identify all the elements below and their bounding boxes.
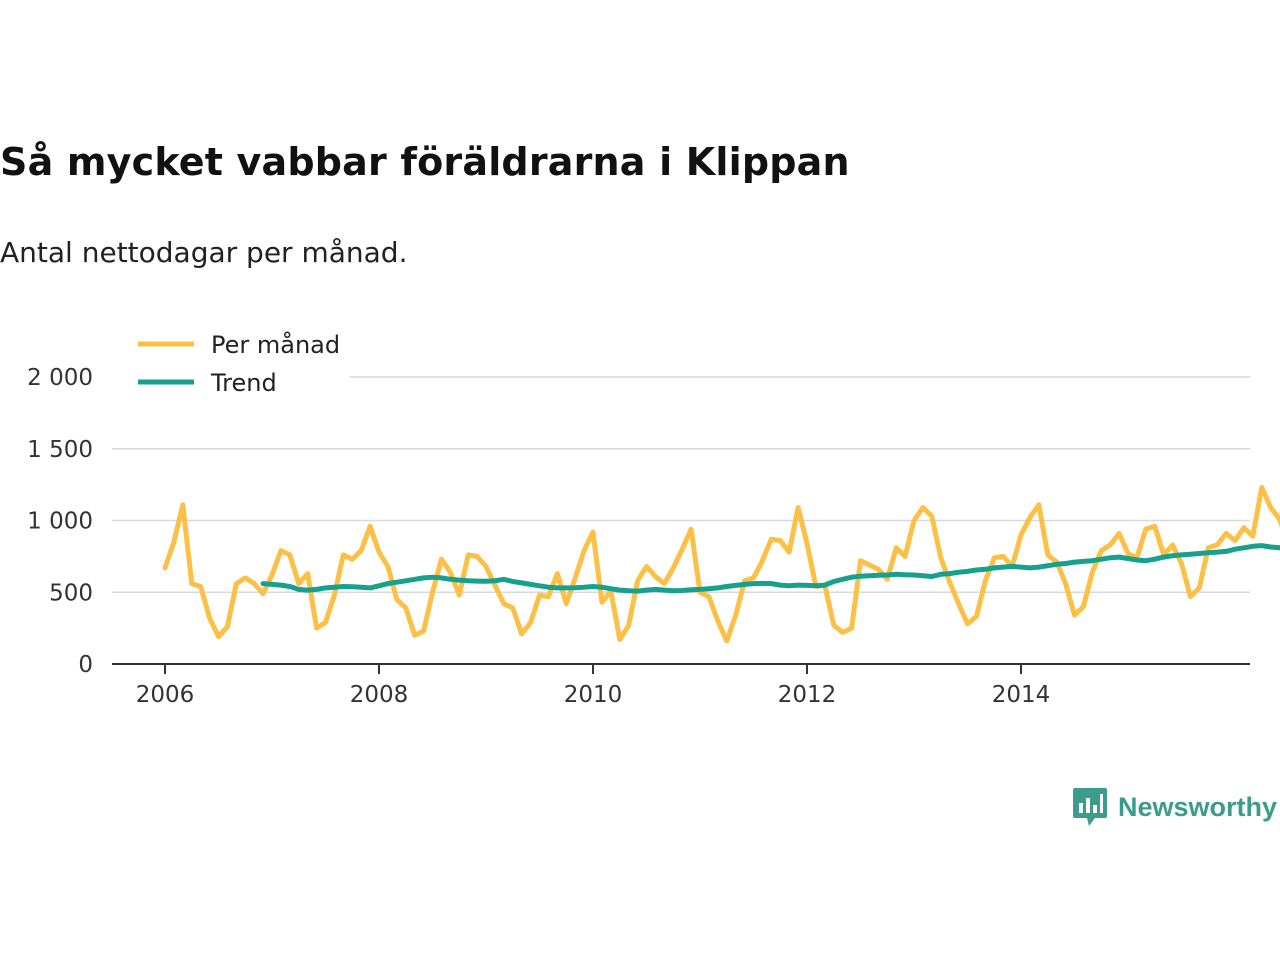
legend-background [120, 328, 350, 400]
legend: Per månad Trend [120, 328, 350, 400]
newsworthy-logo-icon [1073, 788, 1107, 826]
y-tick-label: 2 000 [27, 365, 93, 391]
y-tick-label: 0 [78, 652, 93, 678]
newsworthy-logo: Newsworthy [1072, 786, 1277, 828]
y-axis: 0 500 1 000 1 500 2 000 [27, 365, 93, 678]
chart-subtitle: Antal nettodagar per månad. [0, 236, 408, 269]
x-tick-label: 2006 [136, 682, 195, 708]
x-tick-label: 2014 [992, 682, 1051, 708]
brand-name: Newsworthy [1118, 791, 1278, 822]
y-tick-label: 1 500 [27, 437, 93, 463]
legend-label: Trend [210, 369, 277, 397]
x-tick-label: 2008 [350, 682, 409, 708]
x-axis: 2006200820102012201420172019202120232025 [136, 664, 1051, 708]
x-tick-label: 2010 [564, 682, 623, 708]
legend-label: Per månad [211, 330, 340, 359]
x-tick-label: 2012 [778, 682, 837, 708]
series-line-per-m-nad [162, 485, 1280, 644]
y-tick-label: 1 000 [27, 509, 93, 535]
y-tick-label: 500 [49, 580, 93, 606]
series-line-trend [260, 543, 1280, 594]
chart-title: Så mycket vabbar föräldrarna i Klippan [0, 140, 850, 184]
